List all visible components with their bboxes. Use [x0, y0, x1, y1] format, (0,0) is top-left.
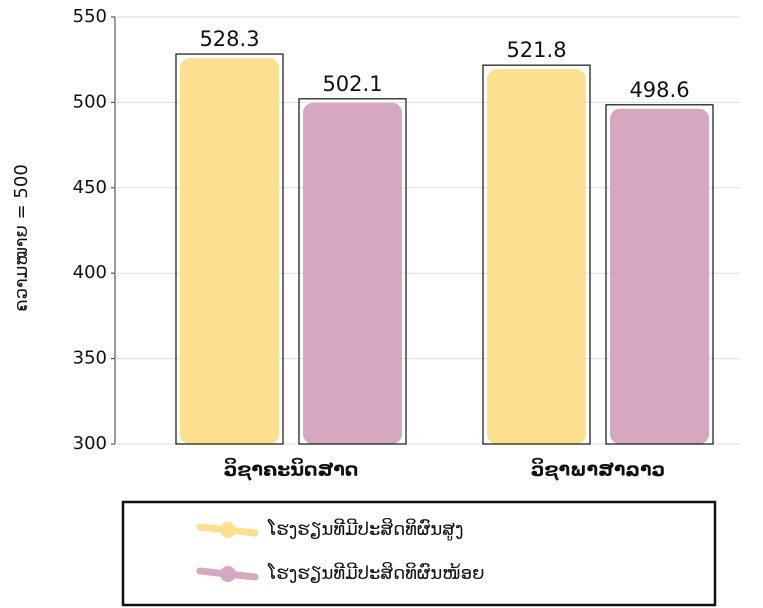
x-tick-label: ວິຊາຄະນິດສາດ [224, 457, 359, 481]
bar-outline [298, 98, 407, 445]
y-tick-label: 300 [73, 433, 107, 454]
legend-label: ໂຮງຮຽນທີມີປະສິດທິຜົນສູງ [267, 518, 464, 540]
bar [610, 108, 709, 444]
bar-outline [175, 53, 284, 445]
y-axis-label: ຄວາມໝາຍ = 500 [11, 164, 32, 312]
y-tick-label: 550 [73, 6, 107, 27]
y-tick-label: 400 [73, 262, 107, 283]
bar [180, 58, 279, 444]
data-label: 521.8 [506, 38, 566, 62]
y-tick-label: 500 [73, 91, 107, 112]
bar-outline [605, 104, 714, 445]
data-label: 528.3 [199, 27, 259, 51]
bar [303, 102, 402, 444]
x-tick-label: ວິຊາພາສາລາວ [531, 457, 665, 481]
bar-outline [482, 64, 591, 445]
bar [487, 69, 586, 445]
y-tick-label: 450 [73, 177, 107, 198]
data-label: 498.6 [629, 78, 689, 102]
legend-box [121, 500, 717, 607]
y-tick-label: 350 [73, 348, 107, 369]
legend-label: ໂຮງຮຽນທີມີປະສິດທິຜົນໜ້ອຍ [267, 562, 484, 584]
legend-swatch-dot [220, 522, 236, 538]
data-label: 502.1 [322, 72, 382, 96]
legend-swatch-dot [220, 566, 236, 582]
